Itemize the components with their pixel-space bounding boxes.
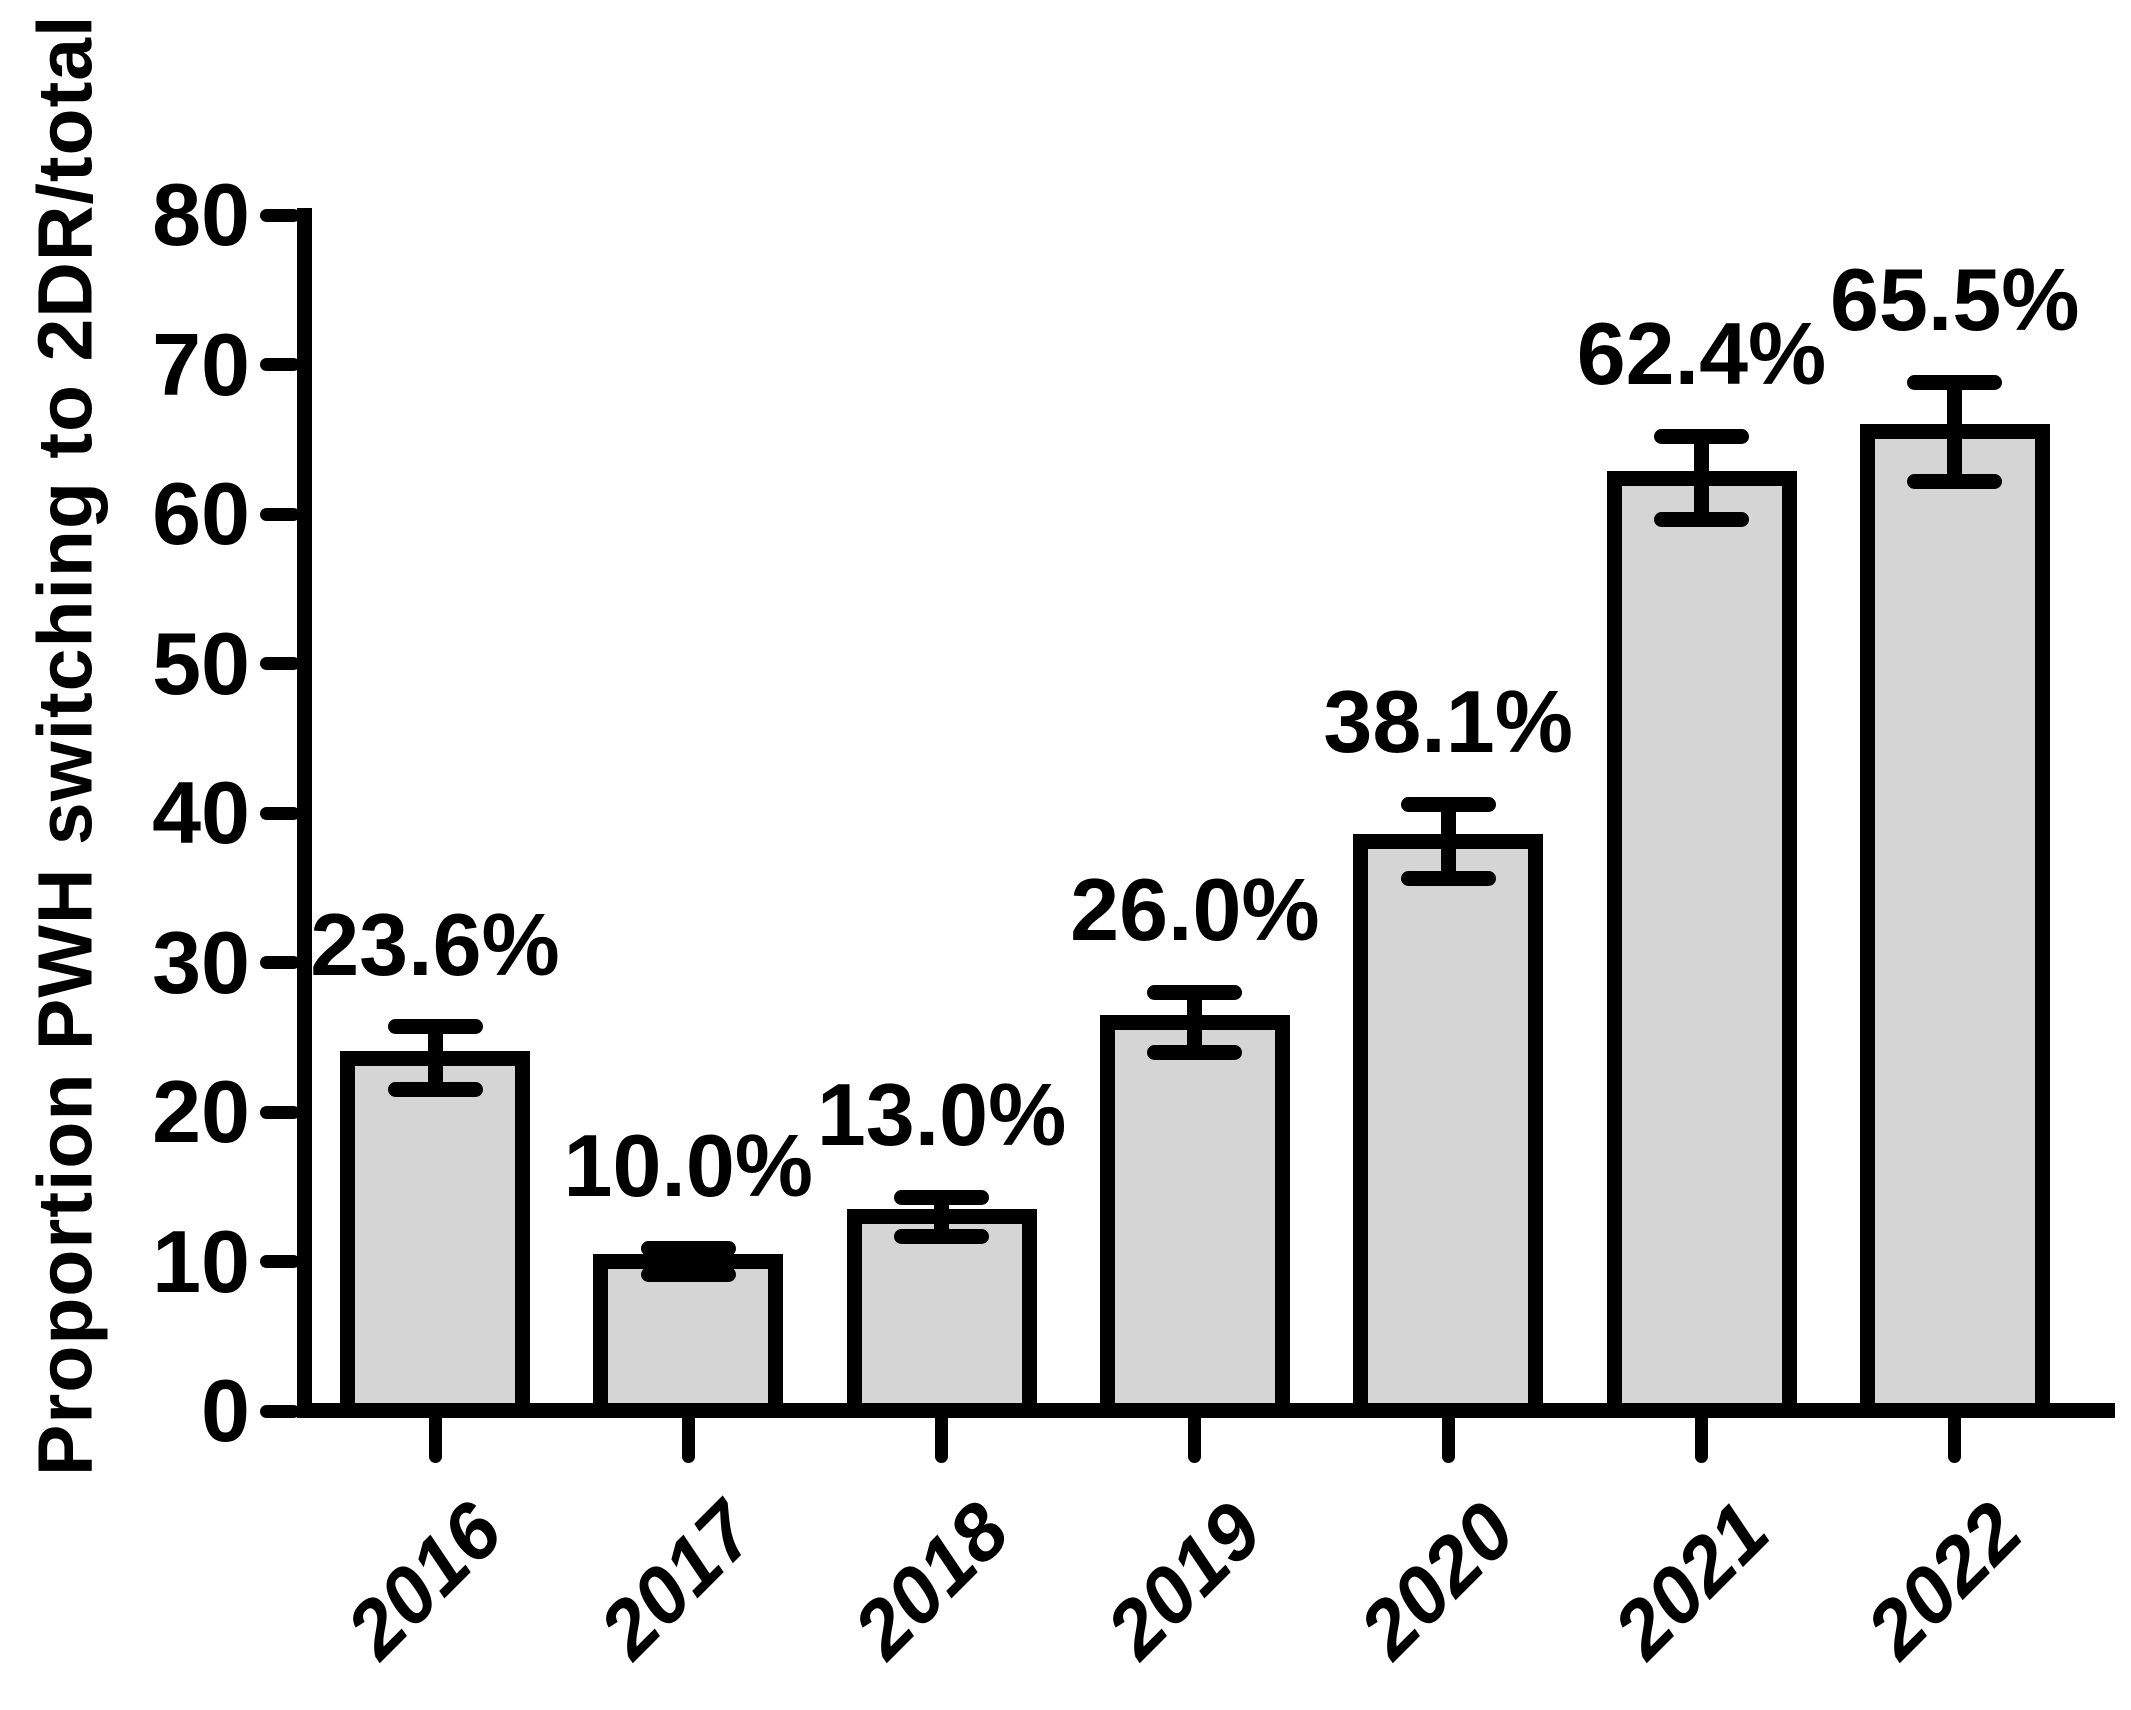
bar-value-label: 65.5% (1830, 250, 2080, 350)
bar (1353, 833, 1544, 1403)
y-tick-label: 30 (152, 912, 250, 1012)
x-axis-line (297, 1403, 2115, 1418)
y-axis-tick (260, 507, 300, 521)
error-bar-cap-top (387, 1019, 483, 1035)
error-bar-line (1694, 436, 1709, 520)
x-tick-label: 2018 (836, 1485, 1026, 1675)
error-bar-line (1947, 382, 1963, 482)
y-tick-label: 50 (152, 613, 250, 713)
error-bar-cap-top (1654, 428, 1749, 444)
x-axis-tick (428, 1403, 442, 1463)
error-bar-line (934, 1197, 950, 1237)
bar-value-label: 23.6% (310, 894, 560, 994)
error-bar-line (1187, 992, 1203, 1053)
y-axis-tick (260, 358, 300, 371)
bar (340, 1050, 530, 1403)
bar-value-label: 62.4% (1576, 304, 1827, 404)
y-axis-tick (260, 1255, 300, 1268)
bar-value-label: 13.0% (816, 1065, 1067, 1165)
error-bar-cap-bottom (640, 1267, 736, 1283)
x-tick-label: 2017 (583, 1485, 772, 1675)
error-bar-cap-top (1400, 796, 1496, 812)
y-tick-label: 40 (152, 763, 250, 862)
y-axis-tick (260, 657, 300, 670)
x-axis-tick (1441, 1403, 1455, 1463)
bar (1099, 1014, 1290, 1403)
x-tick-label: 2016 (329, 1485, 519, 1675)
bar-value-label: 26.0% (1070, 860, 1320, 960)
y-axis-tick (260, 1105, 300, 1119)
x-axis-tick (1695, 1403, 1708, 1463)
bar-value-label: 38.1% (1323, 672, 1573, 772)
error-bar-cap-bottom (387, 1082, 483, 1098)
error-bar-cap-top (640, 1240, 736, 1256)
error-bar-line (1440, 804, 1456, 879)
x-tick-label: 2019 (1089, 1485, 1279, 1675)
y-tick-label: 60 (152, 464, 250, 563)
y-tick-label: 70 (152, 314, 250, 414)
error-bar-cap-bottom (1147, 1044, 1243, 1060)
y-axis-tick (260, 956, 300, 969)
y-axis-line (297, 208, 312, 1418)
error-bar-cap-bottom (1654, 512, 1749, 528)
bar (1606, 470, 1797, 1403)
x-tick-label: 2022 (1849, 1485, 2039, 1675)
x-axis-tick (935, 1403, 949, 1463)
y-axis-tick (260, 806, 300, 820)
y-tick-label: 0 (201, 1361, 250, 1460)
error-bar-cap-bottom (1907, 473, 2003, 489)
bar-value-label: 10.0% (563, 1116, 814, 1216)
error-bar-cap-bottom (894, 1228, 990, 1244)
error-bar-cap-bottom (1400, 871, 1496, 887)
y-tick-label: 20 (152, 1062, 250, 1161)
x-tick-label: 2021 (1596, 1485, 1786, 1675)
y-tick-label: 80 (152, 165, 250, 264)
y-axis-tick (260, 1404, 300, 1418)
error-bar-line (427, 1026, 443, 1090)
x-axis-tick (1188, 1403, 1202, 1463)
x-tick-label: 2020 (1342, 1485, 1532, 1675)
x-axis-tick (1948, 1403, 1962, 1463)
error-bar-cap-top (1147, 984, 1243, 1000)
bar (1859, 424, 2050, 1403)
y-tick-label: 10 (152, 1211, 250, 1311)
x-axis-tick (681, 1403, 695, 1463)
y-axis-tick (260, 208, 300, 222)
error-bar-cap-top (1907, 374, 2003, 390)
error-bar-cap-top (894, 1189, 990, 1205)
